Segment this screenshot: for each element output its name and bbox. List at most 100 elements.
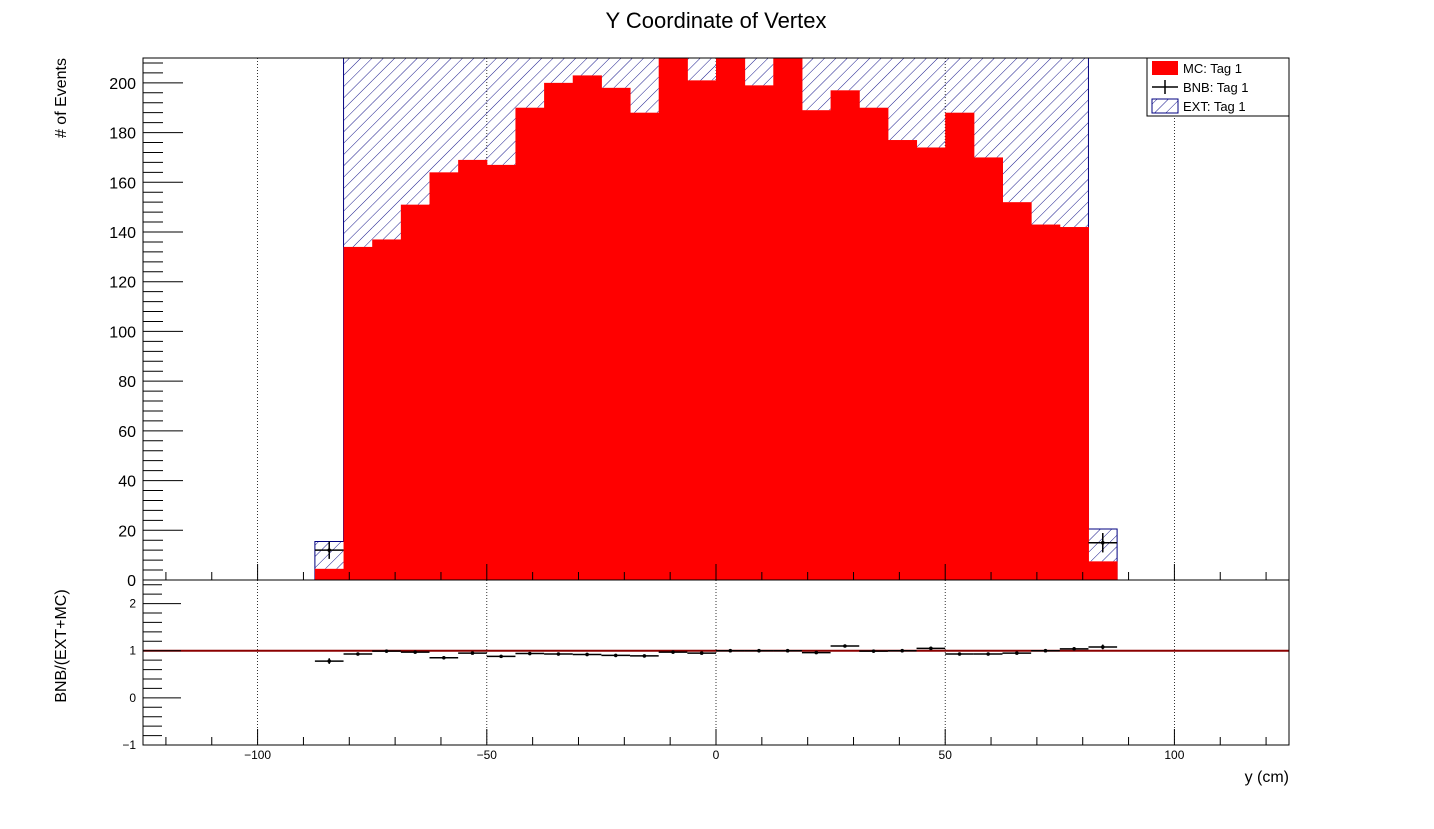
- ratio-point: [442, 655, 446, 660]
- mc-bar: [400, 204, 430, 580]
- x-tick-label: 50: [939, 748, 953, 762]
- ext-hatched-bar: [916, 58, 946, 148]
- main-y-tick-label: 200: [109, 76, 136, 93]
- ratio-point: [1072, 647, 1076, 651]
- mc-bar: [1088, 561, 1118, 580]
- ext-hatched-bar: [429, 58, 459, 173]
- mc-bar: [658, 58, 688, 580]
- mc-bar: [486, 164, 516, 580]
- mc-bar: [830, 90, 860, 581]
- chart-title: Y Coordinate of Vertex: [606, 8, 827, 33]
- ext-hatched-bar: [1059, 58, 1089, 228]
- ratio-y-tick-label: 1: [129, 644, 136, 658]
- ext-hatched-bar: [343, 58, 373, 247]
- ratio-point: [843, 644, 847, 648]
- ratio-point: [556, 652, 561, 656]
- legend: MC: Tag 1 BNB: Tag 1 EXT: Tag 1: [1146, 57, 1290, 117]
- ext-hatched-bar: [973, 58, 1003, 158]
- bnb-point: [1100, 540, 1105, 545]
- x-tick-label: 100: [1164, 748, 1184, 762]
- ratio-point: [728, 648, 733, 653]
- legend-label: MC: Tag 1: [1183, 61, 1242, 76]
- ext-hatched-bar: [830, 58, 860, 91]
- ext-hatched-bar: [572, 58, 602, 76]
- mc-bar: [916, 147, 946, 580]
- ratio-point: [527, 651, 532, 656]
- ratio-point: [470, 651, 475, 655]
- ext-hatched-bar: [887, 58, 917, 141]
- main-y-tick-label: 140: [109, 225, 136, 242]
- x-tick-label: −50: [477, 748, 498, 762]
- main-panel: 0 20 40 60 80 100 120 140 160 180 200: [109, 57, 1290, 590]
- ratio-point: [814, 650, 819, 655]
- x-tick-label: −100: [244, 748, 271, 762]
- main-y-tick-label: 0: [127, 573, 136, 590]
- mc-bar: [343, 246, 373, 580]
- main-y-tick-label: 40: [118, 474, 136, 491]
- main-y-tick-label: 120: [109, 275, 136, 292]
- ratio-point: [671, 650, 675, 654]
- legend-label: EXT: Tag 1: [1183, 99, 1246, 114]
- mc-bar: [945, 112, 975, 580]
- ratio-point: [1043, 648, 1048, 653]
- mc-bar: [601, 87, 631, 580]
- ratio-point: [327, 659, 332, 663]
- ratio-point: [785, 648, 790, 653]
- ext-hatched-bar: [859, 58, 888, 108]
- ext-hatched-bar: [515, 58, 545, 108]
- mc-bar: [515, 107, 545, 580]
- mc-bar: [630, 112, 660, 580]
- ratio-point: [585, 652, 589, 657]
- x-tick-label: 0: [713, 748, 720, 762]
- mc-bar: [773, 58, 803, 580]
- mc-bar: [429, 172, 459, 581]
- mc-bar: [458, 159, 488, 580]
- ratio-y-tick-label: 0: [129, 691, 136, 705]
- ratio-point: [413, 650, 417, 654]
- bnb-point: [327, 548, 332, 552]
- mc-bar: [716, 58, 746, 580]
- ratio-point: [957, 652, 962, 656]
- ratio-point: [871, 649, 876, 653]
- mc-bar: [801, 110, 832, 580]
- mc-bar: [1002, 202, 1032, 580]
- ratio-panel: −1 0 1 2 −100 −50 0 50 100: [122, 579, 1290, 762]
- main-y-tick-label: 100: [109, 324, 136, 341]
- main-y-tick-label: 180: [109, 126, 136, 143]
- ratio-y-tick-label: 2: [129, 597, 136, 611]
- main-y-tick-label: 160: [109, 175, 136, 192]
- ext-hatched-bar: [486, 58, 516, 165]
- main-y-tick-label: 80: [118, 374, 136, 391]
- main-y-tick-label: 60: [118, 424, 136, 441]
- mc-bar: [887, 140, 918, 580]
- ratio-point: [613, 653, 618, 658]
- ext-hatched-bar: [372, 58, 401, 240]
- ext-hatched-bar: [687, 58, 716, 81]
- mc-bar: [1059, 227, 1089, 580]
- mc-bar: [744, 85, 774, 580]
- legend-swatch-mc: [1152, 61, 1178, 75]
- mc-bar: [544, 82, 574, 580]
- ext-hatched-bar: [630, 58, 659, 113]
- mc-bar: [973, 157, 1003, 580]
- mc-bar: [572, 75, 602, 581]
- ratio-point: [757, 648, 761, 653]
- ext-hatched-bar: [400, 58, 430, 205]
- mc-bar: [687, 80, 717, 580]
- ratio-y-tick-label: −1: [122, 738, 136, 752]
- mc-bar: [372, 239, 402, 580]
- legend-swatch-ext: [1151, 98, 1179, 114]
- ext-hatched-bar: [945, 58, 974, 113]
- ratio-y-axis-label: BNB/(EXT+MC): [53, 589, 70, 702]
- mc-bar: [1031, 224, 1061, 581]
- ratio-point: [642, 654, 647, 658]
- ratio-point: [356, 652, 360, 656]
- ext-hatched-bar: [601, 58, 631, 88]
- main-y-tick-label: 20: [118, 523, 136, 540]
- ext-hatched-bar: [1031, 58, 1060, 225]
- ratio-point: [1015, 651, 1019, 655]
- mc-bar: [314, 568, 345, 580]
- ratio-point: [384, 649, 389, 653]
- ext-hatched-bar: [1002, 58, 1032, 203]
- ext-hatched-bar: [744, 58, 774, 86]
